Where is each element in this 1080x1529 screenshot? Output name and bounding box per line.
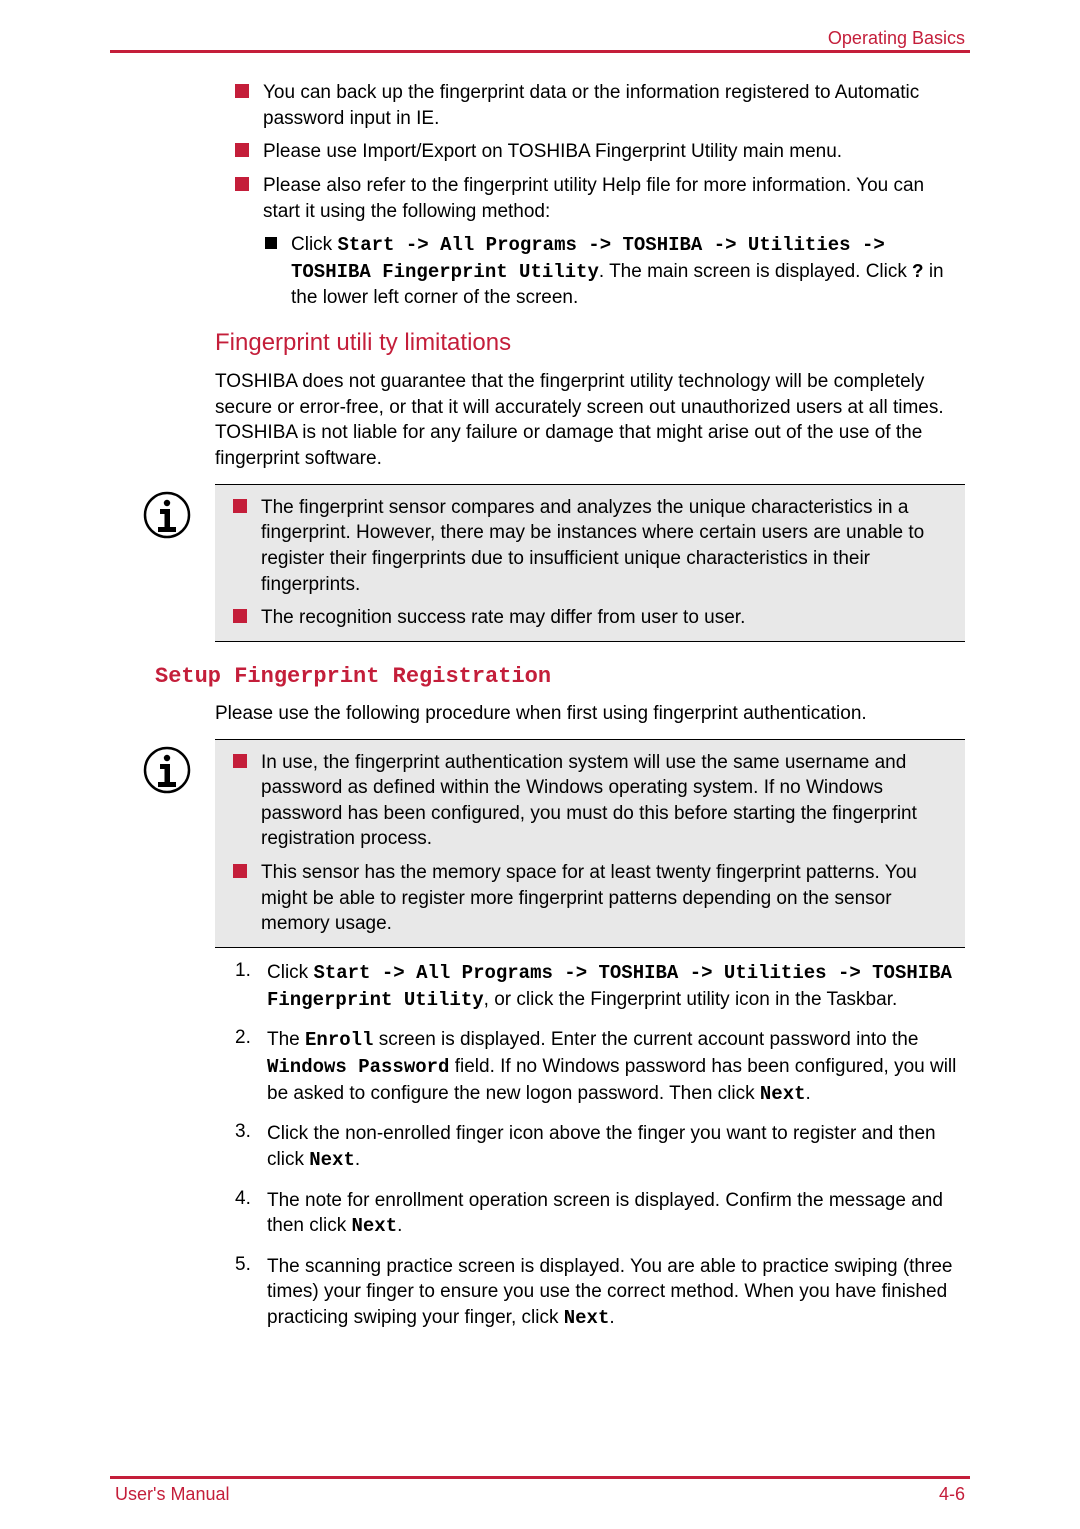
bullet-text: The recognition success rate may differ …	[261, 605, 745, 631]
text-run: screen is displayed. Enter the current a…	[373, 1029, 918, 1050]
bullet-icon	[235, 177, 249, 191]
info-callout: The fingerprint sensor compares and anal…	[215, 484, 965, 642]
bullet-text: Please also refer to the fingerprint uti…	[263, 173, 965, 224]
top-bullet-list: You can back up the fingerprint data or …	[235, 80, 965, 311]
section-heading-setup: Setup Fingerprint Registration	[155, 664, 965, 689]
text-run: .	[397, 1215, 402, 1236]
list-item: The fingerprint sensor compares and anal…	[233, 495, 953, 598]
info-icon	[143, 746, 191, 794]
text-run: .	[355, 1149, 360, 1170]
sub-list-item: Click Start -> All Programs -> TOSHIBA -…	[265, 232, 965, 311]
list-item: The recognition success rate may differ …	[233, 605, 953, 631]
list-item: Please use Import/Export on TOSHIBA Fing…	[235, 139, 965, 165]
list-item: This sensor has the memory space for at …	[233, 860, 953, 937]
footer-manual-label: User's Manual	[115, 1484, 229, 1505]
mono-run: Next	[760, 1083, 806, 1105]
mono-run: Next	[351, 1215, 397, 1237]
bullet-icon	[233, 609, 247, 623]
step-text: The Enroll screen is displayed. Enter th…	[267, 1027, 965, 1107]
step-number: 3.	[235, 1121, 257, 1143]
text-run: .	[609, 1307, 614, 1328]
text-run: .	[806, 1083, 811, 1104]
step-item: 3. Click the non-enrolled finger icon ab…	[235, 1121, 965, 1173]
step-item: 2. The Enroll screen is displayed. Enter…	[235, 1027, 965, 1107]
step-text: The scanning practice screen is displaye…	[267, 1254, 965, 1332]
step-number: 4.	[235, 1188, 257, 1210]
bullet-text: Please use Import/Export on TOSHIBA Fing…	[263, 139, 842, 165]
list-item: You can back up the fingerprint data or …	[235, 80, 965, 131]
bullet-icon	[233, 864, 247, 878]
step-number: 2.	[235, 1027, 257, 1049]
step-text: The note for enrollment operation screen…	[267, 1188, 965, 1240]
bullet-icon	[235, 143, 249, 157]
bullet-text: You can back up the fingerprint data or …	[263, 80, 965, 131]
section-paragraph: Please use the following procedure when …	[215, 701, 965, 727]
text-run: , or click the Fingerprint utility icon …	[484, 989, 898, 1010]
step-item: 5. The scanning practice screen is displ…	[235, 1254, 965, 1332]
step-item: 4. The note for enrollment operation scr…	[235, 1188, 965, 1240]
sub-bullet-icon	[265, 237, 277, 249]
step-text: Click Start -> All Programs -> TOSHIBA -…	[267, 960, 965, 1013]
bullet-text: The fingerprint sensor compares and anal…	[261, 495, 953, 598]
bullet-icon	[233, 754, 247, 768]
info-callout: In use, the fingerprint authentication s…	[215, 739, 965, 948]
bullet-icon	[235, 84, 249, 98]
step-text: Click the non-enrolled finger icon above…	[267, 1121, 965, 1173]
header-section-title: Operating Basics	[828, 28, 965, 49]
text-run: The	[267, 1029, 305, 1050]
info-icon	[143, 491, 191, 539]
mono-run: Windows Password	[267, 1056, 449, 1078]
bullet-icon	[233, 499, 247, 513]
list-item: In use, the fingerprint authentication s…	[233, 750, 953, 853]
section-paragraph: TOSHIBA does not guarantee that the fing…	[215, 369, 965, 472]
mono-run: Next	[564, 1307, 610, 1329]
mono-run: ?	[912, 261, 923, 283]
mono-run: Next	[309, 1149, 355, 1171]
text-run: Click	[267, 962, 313, 983]
section-heading-limitations: Fingerprint utili ty limitations	[215, 329, 965, 357]
text-run: . The main screen is displayed. Click	[599, 261, 912, 282]
step-number: 5.	[235, 1254, 257, 1276]
step-number: 1.	[235, 960, 257, 982]
step-item: 1. Click Start -> All Programs -> TOSHIB…	[235, 960, 965, 1013]
page-content: You can back up the fingerprint data or …	[115, 80, 965, 1449]
text-run: Click	[291, 234, 337, 255]
bullet-text: In use, the fingerprint authentication s…	[261, 750, 953, 853]
bullet-text: This sensor has the memory space for at …	[261, 860, 953, 937]
sub-bullet-text: Click Start -> All Programs -> TOSHIBA -…	[291, 232, 965, 311]
footer-page-number: 4-6	[939, 1484, 965, 1505]
text-run: Click the non-enrolled finger icon above…	[267, 1123, 936, 1170]
mono-run: Enroll	[305, 1029, 373, 1051]
list-item: Please also refer to the fingerprint uti…	[235, 173, 965, 224]
